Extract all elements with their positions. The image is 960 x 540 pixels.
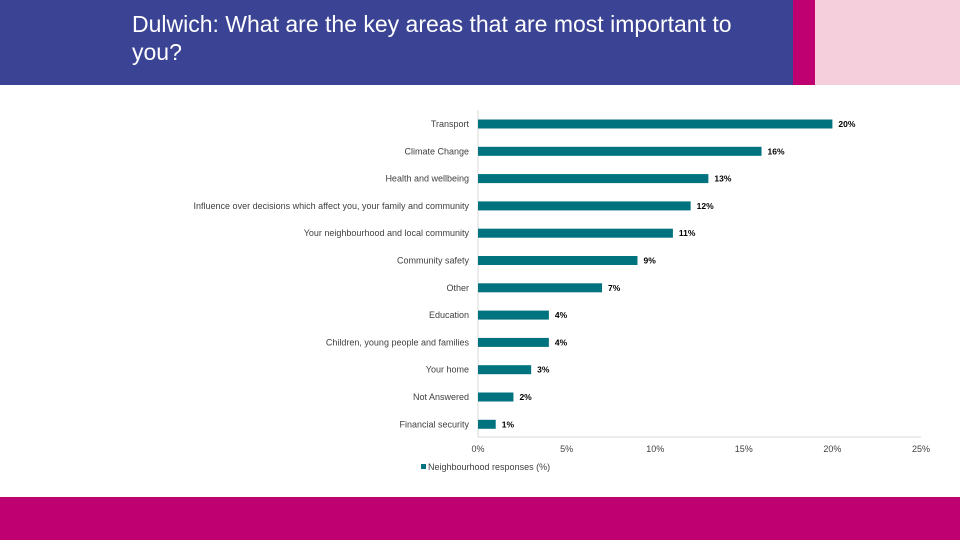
category-label: Transport — [431, 119, 470, 129]
bar — [478, 228, 673, 238]
data-label: 4% — [555, 310, 568, 320]
category-label: Not Answered — [413, 392, 469, 402]
data-label: 3% — [537, 365, 550, 375]
category-label: Financial security — [399, 419, 469, 429]
category-label: Other — [446, 283, 469, 293]
legend-label: Neighbourhood responses (%) — [428, 462, 550, 472]
data-label: 11% — [679, 228, 696, 238]
x-tick-label: 5% — [560, 444, 573, 454]
header-accent-pink — [815, 0, 960, 85]
data-label: 4% — [555, 337, 568, 347]
bar — [478, 119, 833, 129]
bar — [478, 146, 762, 156]
bar-chart: Transport 20% Climate Change 16% Health and … — [194, 110, 930, 472]
category-label: Your home — [426, 365, 469, 375]
bar — [478, 337, 549, 347]
data-label: 9% — [643, 256, 656, 266]
data-label: 1% — [502, 419, 515, 429]
data-label: 7% — [608, 283, 621, 293]
data-label: 2% — [519, 392, 532, 402]
bar — [478, 365, 532, 375]
bar — [478, 201, 691, 211]
page-title: Dulwich: What are the key areas that are… — [132, 11, 732, 65]
footer-band — [0, 497, 960, 540]
data-label: 16% — [768, 146, 785, 156]
category-label: Community safety — [397, 256, 470, 266]
category-label: Education — [429, 310, 469, 320]
category-label: Health and wellbeing — [385, 174, 469, 184]
bar — [478, 283, 603, 293]
bar — [478, 174, 709, 184]
legend-swatch — [421, 464, 426, 469]
x-tick-label: 0% — [471, 444, 484, 454]
header-accent-magenta — [793, 0, 815, 85]
bar — [478, 392, 514, 402]
bar — [478, 419, 496, 429]
x-tick-label: 15% — [735, 444, 753, 454]
data-label: 13% — [714, 174, 731, 184]
bar — [478, 310, 549, 320]
category-label: Children, young people and families — [326, 337, 470, 347]
x-tick-label: 20% — [823, 444, 841, 454]
x-tick-label: 10% — [646, 444, 664, 454]
bar — [478, 256, 638, 265]
category-label: Climate Change — [404, 146, 469, 156]
category-label: Influence over decisions which affect yo… — [194, 201, 470, 211]
data-label: 20% — [838, 119, 855, 129]
x-tick-label: 25% — [912, 444, 930, 454]
category-label: Your neighbourhood and local community — [304, 228, 470, 238]
header-band — [0, 0, 793, 85]
data-label: 12% — [697, 201, 714, 211]
